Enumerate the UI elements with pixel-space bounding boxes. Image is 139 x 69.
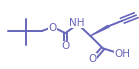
Text: OH: OH — [114, 49, 130, 59]
Text: O: O — [88, 54, 97, 64]
Text: O: O — [61, 41, 70, 51]
Text: O: O — [49, 23, 57, 33]
Text: NH: NH — [69, 18, 85, 28]
Polygon shape — [90, 25, 109, 36]
